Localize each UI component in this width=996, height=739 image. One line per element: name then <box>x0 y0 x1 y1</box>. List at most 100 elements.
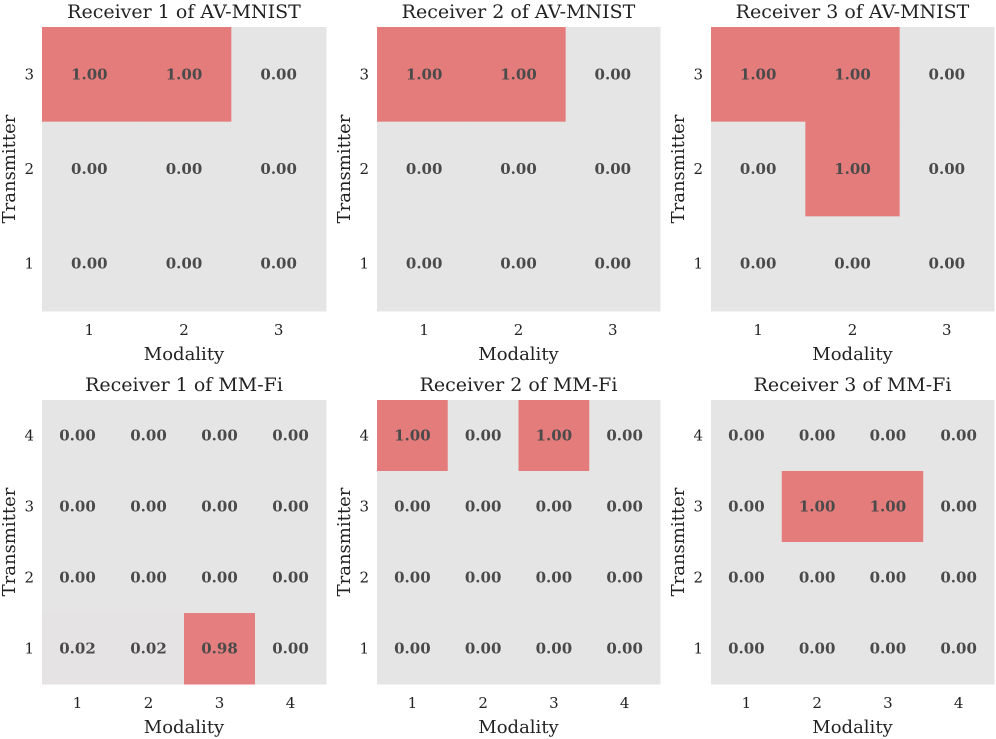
panel-4-cell-label-r4-c4: 0.00 <box>272 640 309 658</box>
panel-5-cell-r4-c1 <box>377 613 449 685</box>
panel-1-cell-r3-c1 <box>42 216 138 312</box>
panel-5-y-tick-2: 3 <box>359 498 369 516</box>
panel-4-x-tick-4: 4 <box>286 694 296 712</box>
panel-6-y-tick-2: 3 <box>693 498 703 516</box>
panel-5-x-tick-2: 2 <box>478 694 488 712</box>
panel-5-cell-r3-c4 <box>589 542 661 614</box>
panel-2-cell-r3-c3 <box>565 216 661 312</box>
panel-5-y-axis-label: Transmitter <box>334 487 355 596</box>
panel-1-cell-label-r1-c2: 1.00 <box>166 65 203 83</box>
panel-1-cell-label-r1-c1: 1.00 <box>71 65 108 83</box>
panel-5-cell-r2-c1 <box>377 471 449 543</box>
panel-6-cell-r1-c1 <box>711 400 783 472</box>
panel-3-cell-label-r2-c2: 1.00 <box>834 160 871 178</box>
panel-4-y-tick-3: 2 <box>24 569 34 587</box>
panel-3-cell-r1-c1 <box>711 27 806 123</box>
panel-4-cell-label-r2-c4: 0.00 <box>272 498 309 516</box>
panel-2-y-tick-3: 1 <box>359 255 369 273</box>
panel-6-cell-r2-c1 <box>711 471 783 543</box>
panel-4-cell-label-r3-c2: 0.00 <box>130 569 167 587</box>
panel-1-y-tick-1: 3 <box>24 65 34 83</box>
panel-1-cell-r3-c3 <box>231 216 327 312</box>
panel-4-cell-label-r2-c3: 0.00 <box>201 498 238 516</box>
panel-6-cell-r3-c1 <box>711 542 783 614</box>
panel-4-cell-label-r3-c3: 0.00 <box>201 569 238 587</box>
panel-2-cell-label-r1-c3: 0.00 <box>595 65 632 83</box>
panel-3-cell-label-r1-c2: 1.00 <box>834 65 871 83</box>
panel-6-y-axis-label: Transmitter <box>668 487 689 596</box>
panel-4-cell-label-r3-c1: 0.00 <box>59 569 96 587</box>
panel-2-cell-label-r1-c1: 1.00 <box>406 65 443 83</box>
panel-4-cell-r1-c4 <box>255 400 327 472</box>
panel-4-cell-label-r4-c3: 0.98 <box>201 640 238 658</box>
panel-4-x-axis-label: Modality <box>144 717 225 738</box>
panel-6-x-tick-2: 2 <box>812 694 822 712</box>
panel-2-x-tick-3: 3 <box>608 321 618 339</box>
panel-5-cell-label-r3-c3: 0.00 <box>536 569 573 587</box>
panel-4-cell-label-r4-c1: 0.02 <box>59 640 96 658</box>
panel-4-y-tick-4: 1 <box>24 640 34 658</box>
panel-1-x-tick-2: 2 <box>179 321 189 339</box>
panel-3-cell-label-r1-c1: 1.00 <box>740 65 777 83</box>
panel-5-cell-label-r1-c1: 1.00 <box>394 427 431 445</box>
panel-4-cell-r3-c4 <box>255 542 327 614</box>
panel-3-y-axis-label: Transmitter <box>668 114 689 223</box>
panel-3-cell-r2-c2 <box>805 121 901 217</box>
panel-3-y-tick-3: 1 <box>693 255 703 273</box>
panel-4-cell-r3-c2 <box>113 542 185 614</box>
panel-6-x-tick-4: 4 <box>954 694 964 712</box>
panel-4-cell-r2-c3 <box>184 471 256 543</box>
panel-6-cell-label-r1-c4: 0.00 <box>940 427 977 445</box>
panel-1-x-axis-label: Modality <box>144 344 225 365</box>
panel-2-title: Receiver 2 of AV-MNIST <box>402 1 636 23</box>
panel-2-cell-r2-c1 <box>377 121 472 217</box>
panel-3-cell-r1-c3 <box>899 27 995 123</box>
panel-2-cell-label-r1-c2: 1.00 <box>500 65 537 83</box>
panel-5-y-tick-1: 4 <box>359 427 369 445</box>
panel-4-cell-label-r3-c4: 0.00 <box>272 569 309 587</box>
panel-4-x-tick-2: 2 <box>144 694 154 712</box>
panel-4-y-axis-label: Transmitter <box>0 487 20 596</box>
panel-5-cell-r4-c2 <box>447 613 519 685</box>
panel-5-cell-label-r3-c4: 0.00 <box>606 569 643 587</box>
panel-6-cell-label-r1-c2: 0.00 <box>799 427 836 445</box>
panel-1-cell-r2-c3 <box>231 121 327 217</box>
panel-4-cell-r2-c2 <box>113 471 185 543</box>
panel-2-cell-r3-c1 <box>377 216 472 312</box>
panel-1-cell-r3-c2 <box>136 216 232 312</box>
panel-6-cell-label-r2-c4: 0.00 <box>940 498 977 516</box>
panel-3-cell-label-r3-c1: 0.00 <box>740 255 777 273</box>
panel-5-cell-r3-c3 <box>518 542 590 614</box>
panel-6-cell-label-r2-c3: 1.00 <box>870 498 907 516</box>
panel-6-cell-label-r4-c1: 0.00 <box>728 640 765 658</box>
panel-6-cell-label-r3-c3: 0.00 <box>870 569 907 587</box>
panel-6-cell-r2-c4 <box>923 471 995 543</box>
panel-2-cell-r1-c1 <box>377 27 472 123</box>
panel-2-cell-r1-c2 <box>471 27 567 123</box>
panel-6-cell-label-r1-c1: 0.00 <box>728 427 765 445</box>
panel-1-cell-label-r2-c3: 0.00 <box>260 160 297 178</box>
panel-5-cell-label-r4-c1: 0.00 <box>394 640 431 658</box>
panel-4-cell-label-r1-c4: 0.00 <box>272 427 309 445</box>
panel-3-cell-r2-c1 <box>711 121 806 217</box>
panel-3-cell-r2-c3 <box>899 121 995 217</box>
panel-5-cell-r3-c1 <box>377 542 449 614</box>
panel-4-cell-r4-c1 <box>42 613 114 685</box>
panel-4-cell-label-r1-c3: 0.00 <box>201 427 238 445</box>
panel-4-cell-r1-c1 <box>42 400 114 472</box>
panel-6-cell-r4-c2 <box>781 613 853 685</box>
panel-1-cell-r1-c1 <box>42 27 138 123</box>
panel-1-cell-r2-c1 <box>42 121 138 217</box>
panel-5-cell-label-r2-c1: 0.00 <box>394 498 431 516</box>
panel-3-cell-label-r3-c2: 0.00 <box>834 255 871 273</box>
panel-3-cell-label-r1-c3: 0.00 <box>929 65 966 83</box>
panel-6-cell-r1-c3 <box>852 400 924 472</box>
panel-6-cell-r4-c4 <box>923 613 995 685</box>
panel-4-title: Receiver 1 of MM-Fi <box>85 374 283 396</box>
panel-1-cell-r1-c2 <box>136 27 232 123</box>
panel-4-cell-r3-c3 <box>184 542 256 614</box>
panel-6-x-tick-3: 3 <box>883 694 893 712</box>
panel-6-cell-label-r2-c1: 0.00 <box>728 498 765 516</box>
panel-5-cell-r1-c1 <box>377 400 449 472</box>
